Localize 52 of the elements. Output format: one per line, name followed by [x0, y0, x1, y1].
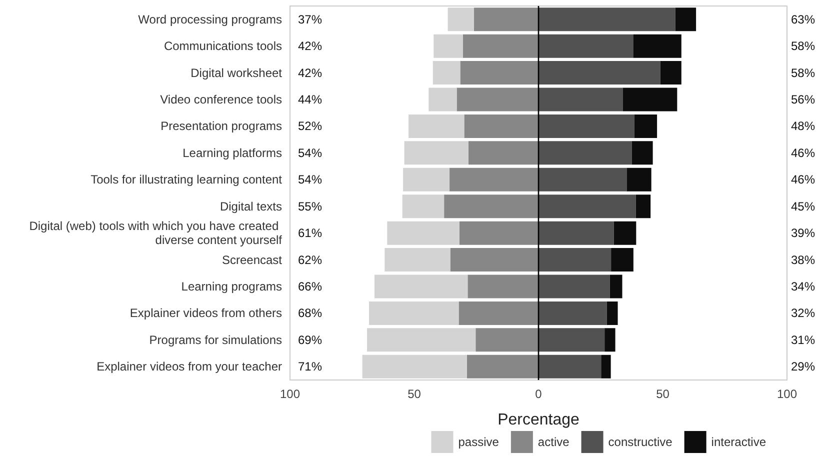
text: 58% [791, 66, 816, 80]
y-tick-label: Explainer videos from others [130, 306, 282, 320]
y-tick-label: Explainer videos from your teacher [96, 360, 282, 374]
y-tick-label: Digital worksheet [190, 66, 283, 80]
text: 48% [791, 119, 816, 134]
y-tick-label: Tools for illustrating learning content [90, 172, 283, 187]
text: 29% [791, 360, 816, 374]
text: 71% [298, 360, 322, 374]
text: 38% [791, 252, 816, 267]
text: 58% [791, 39, 816, 54]
text: 54% [298, 172, 322, 187]
text: 52% [298, 119, 322, 134]
x-tick-label: 100 [280, 387, 300, 401]
y-tick-label: Video conference tools [160, 92, 282, 106]
y-tick-label: Digital (web) tools with which you have created diverse content yourself [29, 219, 283, 248]
text: 54% [298, 146, 322, 160]
text: 45% [791, 199, 816, 214]
y-tick-label: Communications tools [164, 39, 282, 54]
x-axis-title: Percentage [498, 412, 580, 428]
text: 42% [298, 39, 322, 54]
text: 46% [791, 146, 816, 160]
legend-label: passive [458, 435, 500, 449]
y-tick-label: Digital texts [220, 199, 282, 214]
y-tick-label: Screencast [222, 252, 283, 267]
x-tick-label: 100 [776, 387, 798, 401]
text: 46% [791, 172, 816, 187]
legend-label: constructive [608, 435, 673, 449]
x-tick-label: 0 [535, 387, 542, 401]
y-tick-label: Learning platforms [182, 146, 282, 160]
text: 62% [298, 252, 322, 267]
y-tick-label: Word processing programs [138, 12, 282, 26]
text: 56% [791, 92, 816, 106]
y-tick-label: Learning programs [181, 280, 282, 294]
text: 66% [298, 280, 322, 294]
text: 55% [298, 199, 322, 214]
text: 34% [791, 280, 816, 294]
text: 31% [791, 332, 816, 347]
text: 61% [298, 226, 322, 240]
text: 69% [298, 332, 322, 347]
x-tick-label: 50 [656, 387, 670, 401]
x-tick-label: 50 [408, 387, 422, 401]
legend-label: interactive [711, 435, 766, 449]
legend-label: active [538, 435, 570, 449]
text: 63% [791, 12, 816, 26]
text: 68% [298, 306, 322, 320]
y-tick-label: Programs for simulations [149, 332, 282, 347]
y-tick-label: Presentation programs [160, 119, 282, 134]
text: 37% [298, 12, 322, 26]
text: 44% [298, 92, 322, 106]
text: 32% [791, 306, 816, 320]
text: 42% [298, 66, 322, 80]
text: 39% [791, 226, 816, 240]
